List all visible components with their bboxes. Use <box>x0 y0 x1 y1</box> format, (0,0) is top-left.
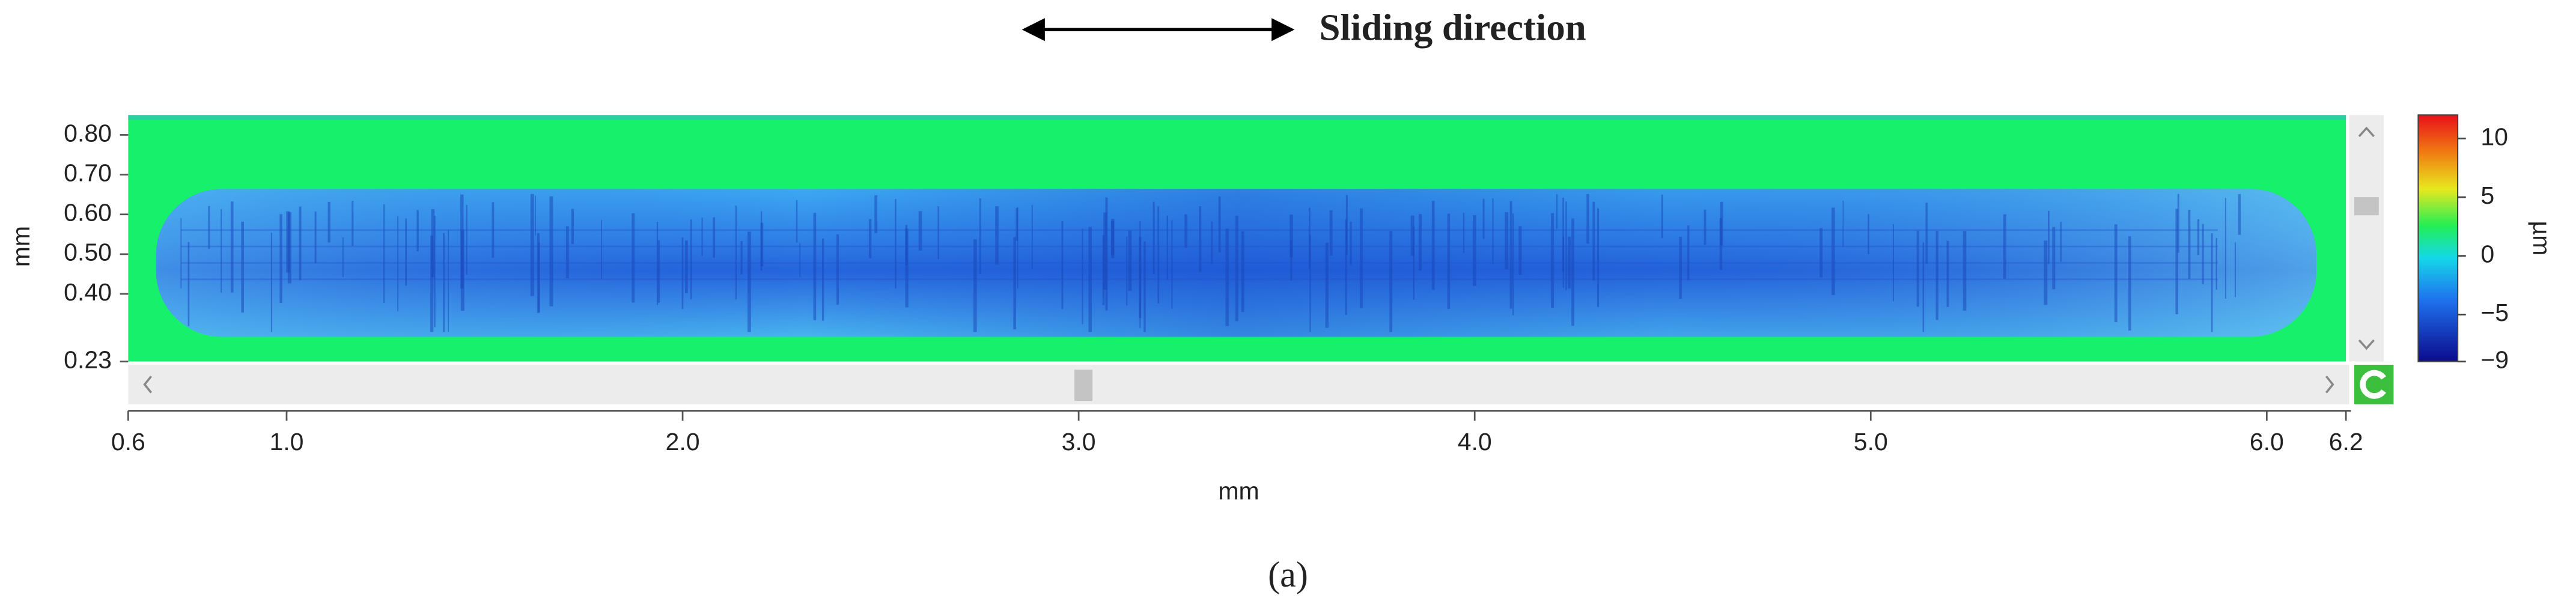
y-tick-label: 0.23 <box>64 346 112 373</box>
direction-arrow <box>1022 18 1295 41</box>
reset-button[interactable] <box>2354 364 2394 404</box>
x-tick-label: 6.2 <box>2329 428 2363 456</box>
x-tick-label: 6.0 <box>2250 428 2284 456</box>
y-tick-label: 0.60 <box>64 199 112 227</box>
colorbar-title: µm <box>2528 221 2556 256</box>
x-axis-title: mm <box>1218 477 1259 505</box>
vertical-scrollbar[interactable] <box>2349 115 2384 362</box>
colorbar-tick-label: 5 <box>2480 182 2494 209</box>
x-tick-label: 5.0 <box>1854 428 1888 456</box>
x-tick-label: 3.0 <box>1062 428 1096 456</box>
x-tick-label: 0.6 <box>111 428 145 456</box>
colorbar-tick-label: −9 <box>2480 346 2509 373</box>
y-tick-label: 0.70 <box>64 159 112 186</box>
colorbar-tick-label: 10 <box>2480 123 2508 150</box>
y-tick-label: 0.50 <box>64 239 112 266</box>
surface-map <box>128 115 2346 362</box>
x-tick-label: 4.0 <box>1458 428 1492 456</box>
caption: (a) <box>1268 555 1308 595</box>
y-tick-label: 0.40 <box>64 278 112 306</box>
y-tick-label: 0.80 <box>64 119 112 147</box>
x-tick-label: 2.0 <box>666 428 700 456</box>
y-axis-title: mm <box>7 226 35 267</box>
colorbar-tick-label: −5 <box>2480 299 2509 326</box>
annotation: Sliding direction <box>1319 6 1586 48</box>
x-tick-label: 1.0 <box>269 428 303 456</box>
colorbar <box>2417 114 2459 362</box>
horizontal-scrollbar[interactable] <box>128 364 2349 404</box>
colorbar-tick-label: 0 <box>2480 240 2494 268</box>
